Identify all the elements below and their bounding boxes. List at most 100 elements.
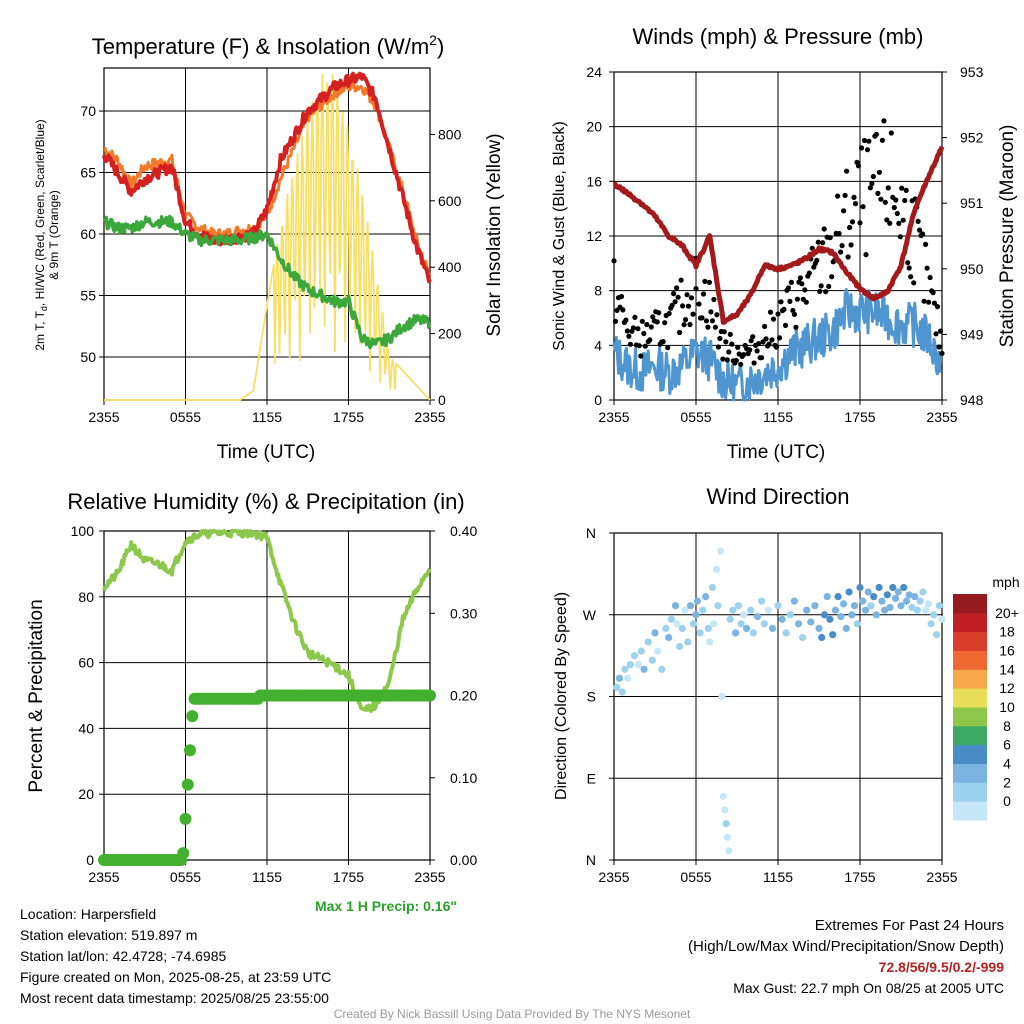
direction-point-111: [932, 631, 941, 639]
gust-point-153: [839, 243, 845, 249]
gust-point-10: [626, 333, 632, 339]
precip-point-72: [179, 812, 192, 825]
direction-point-110: [930, 611, 938, 619]
gust-point-201: [911, 280, 917, 286]
gust-point-102: [763, 336, 769, 342]
direction-point-63: [794, 620, 803, 628]
direction-point-36: [714, 602, 722, 610]
direction-point-64: [799, 633, 807, 642]
gust-point-49: [684, 292, 690, 298]
insolation-ytick-label-0: 0: [438, 392, 446, 408]
direction-ytick-label-2: S: [587, 689, 596, 705]
direction-point-58: [774, 602, 782, 610]
direction-point-54: [758, 597, 766, 605]
gust-point-194: [900, 217, 906, 223]
station-location: Location: Harpersfield: [20, 906, 157, 922]
gust-point-161: [851, 194, 857, 200]
gust-point-6: [620, 307, 626, 313]
direction-point-41: [722, 820, 730, 828]
gust-point-198: [906, 265, 912, 271]
direction-point-50: [743, 624, 751, 633]
gust-point-169: [863, 252, 869, 258]
gust-point-166: [858, 145, 865, 151]
direction-point-40: [721, 806, 729, 814]
gust-point-26: [650, 314, 656, 320]
direction-point-0: [613, 683, 621, 692]
gust-point-218: [936, 344, 942, 350]
direction-point-113: [938, 615, 946, 623]
direction-point-15: [662, 624, 670, 633]
gust-point-36: [665, 345, 671, 351]
speed-legend-swatch-3: [953, 744, 987, 764]
gust-point-146: [829, 274, 835, 280]
gust-point-182: [882, 199, 888, 205]
station-elevation: Station elevation: 519.897 m: [20, 927, 198, 943]
direction-point-88: [870, 593, 878, 601]
gust-point-209: [923, 241, 929, 247]
gust-point-63: [705, 324, 711, 330]
gust-point-195: [902, 197, 908, 204]
gust-point-99: [759, 355, 765, 361]
gust-point-9: [624, 328, 631, 334]
gust-point-165: [857, 220, 863, 226]
gust-point-193: [899, 185, 905, 191]
gust-point-74: [721, 329, 727, 335]
gust-point-125: [797, 275, 804, 281]
speed-legend-label-5: 10: [999, 699, 1015, 715]
gust-point-114: [781, 306, 787, 312]
gust-point-17: [636, 343, 642, 349]
speed-legend-label-4: 8: [1003, 718, 1011, 734]
max-gust: Max Gust: 22.7 mph On 08/25 at 2005 UTC: [733, 980, 1004, 996]
direction-point-89: [872, 611, 881, 619]
gust-point-179: [878, 196, 884, 202]
speed-legend-swatch-8: [953, 650, 987, 670]
gust-point-191: [896, 220, 902, 226]
direction-point-47: [734, 602, 743, 610]
gust-point-144: [826, 283, 832, 289]
direction-point-80: [848, 611, 856, 619]
gust-point-115: [782, 322, 789, 328]
gust-point-85: [738, 361, 744, 367]
gust-point-33: [660, 339, 666, 345]
gust-point-152: [838, 249, 844, 255]
precip-point-76: [184, 744, 196, 757]
direction-point-12: [651, 629, 659, 637]
direction-point-103: [911, 593, 919, 601]
gust-point-214: [930, 290, 936, 296]
direction-point-9: [640, 665, 648, 673]
gust-point-171: [866, 138, 872, 144]
gust-point-151: [836, 230, 842, 237]
extremes-info: Extremes For Past 24 Hours (High/Low/Max…: [688, 915, 1004, 999]
direction-point-62: [790, 597, 799, 605]
direction-point-48: [737, 620, 745, 628]
direction-point-65: [803, 606, 811, 614]
gust-point-184: [885, 185, 891, 191]
direction-point-77: [840, 600, 848, 608]
direction-point-18: [671, 602, 680, 610]
gust-point-160: [849, 219, 856, 225]
humidity-ytick-label-0: 0: [86, 852, 94, 868]
speed-legend-swatch-10: [953, 612, 987, 633]
winds-title: Winds (mph) & Pressure (mb): [633, 24, 924, 49]
gust-point-59: [699, 315, 705, 321]
gust-point-168: [861, 137, 868, 144]
pressure-ytick-label-3: 951: [960, 195, 984, 211]
gust-point-208: [921, 298, 927, 304]
direction-point-43: [725, 847, 733, 855]
gust-point-57: [696, 301, 702, 307]
gust-point-83: [735, 344, 741, 350]
gust-point-145: [827, 235, 833, 241]
gust-point-43: [675, 294, 681, 300]
precip-ytick-label-3: 0.30: [450, 605, 477, 621]
direction-point-93: [883, 591, 891, 599]
temperature-ytick-label-3: 65: [80, 165, 96, 181]
gust-point-219: [937, 328, 944, 334]
direction-point-35: [712, 565, 721, 573]
direction-point-28: [696, 629, 704, 637]
direction-point-81: [850, 602, 859, 610]
humidity-xtick-label-4: 2355: [414, 869, 445, 885]
gust-point-20: [641, 330, 647, 337]
gust-point-13: [630, 325, 637, 331]
